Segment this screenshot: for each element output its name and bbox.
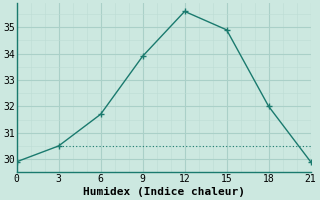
X-axis label: Humidex (Indice chaleur): Humidex (Indice chaleur): [83, 186, 244, 197]
